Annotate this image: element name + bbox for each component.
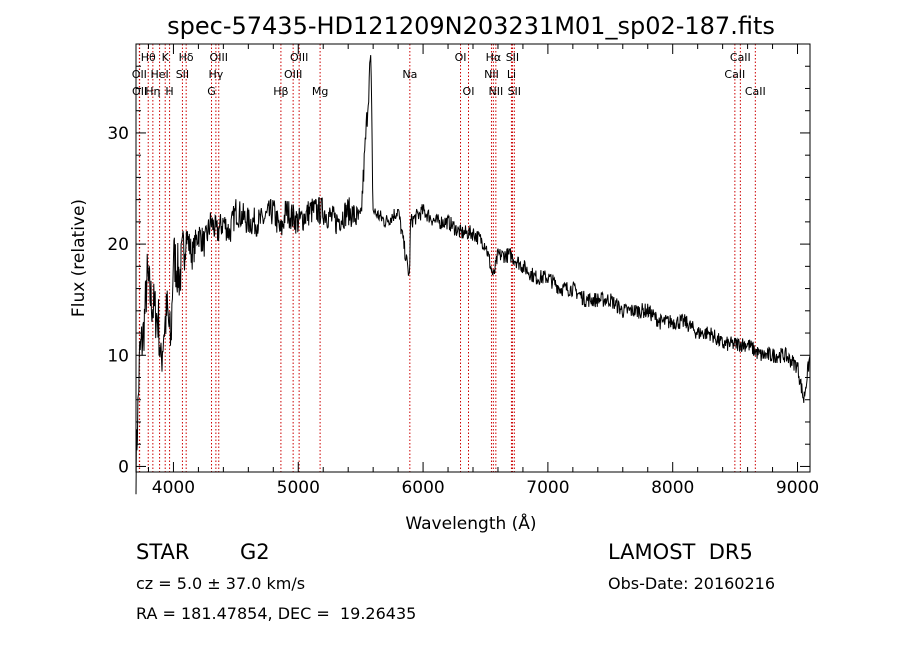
line-marker-label: CaII: [745, 85, 766, 98]
line-marker-label: SII: [506, 51, 519, 64]
line-marker-label: Li: [507, 68, 516, 81]
line-marker-label: OIII: [290, 51, 308, 64]
x-axis-label: Wavelength (Å): [405, 512, 536, 534]
x-tick-label: 6000: [401, 478, 444, 498]
object-subclass: G2: [240, 540, 270, 564]
object-class: STAR: [136, 540, 190, 564]
x-tick-label: 8000: [651, 478, 694, 498]
spectrum-line: [135, 55, 811, 495]
line-marker-label: G: [207, 85, 216, 98]
x-tick-label: 9000: [776, 478, 819, 498]
emission-line-markers: [138, 44, 756, 472]
line-marker-label: Na: [402, 68, 417, 81]
line-marker-label: HeI: [150, 68, 168, 81]
survey-label: LAMOST DR5: [608, 540, 753, 564]
y-tick-label: 0: [118, 457, 129, 477]
line-marker-label: SII: [176, 68, 189, 81]
line-marker-label: K: [162, 51, 170, 64]
y-tick-label: 10: [107, 346, 129, 366]
line-marker-label: NII: [488, 85, 503, 98]
line-marker-label: OI: [455, 51, 467, 64]
line-marker-label: Hγ: [208, 68, 223, 81]
line-marker-label: NII: [484, 68, 499, 81]
redshift-value: cz = 5.0 ± 37.0 km/s: [136, 574, 306, 593]
y-tick-label: 20: [107, 235, 129, 255]
x-tick-label: 5000: [277, 478, 320, 498]
line-marker-label: H: [165, 85, 173, 98]
x-tick-label: 7000: [526, 478, 569, 498]
chart-title: spec-57435-HD121209N203231M01_sp02-187.f…: [167, 12, 775, 40]
line-marker-label: Hδ: [179, 51, 194, 64]
line-marker-label: Hθ: [141, 51, 156, 64]
line-marker-label: SII: [508, 85, 521, 98]
y-tick-label: 30: [107, 124, 129, 144]
line-marker-label: Hβ: [273, 85, 288, 98]
y-axis-ticks: 0 10 20 30: [107, 65, 810, 477]
plot-frame: [135, 43, 811, 473]
line-marker-label: Hα: [486, 51, 502, 64]
coordinates: RA = 181.47854, DEC = 19.26435: [136, 604, 417, 623]
y-axis-label: Flux (relative): [69, 199, 89, 317]
line-marker-label: CaII: [724, 68, 745, 81]
line-marker-label: OII: [132, 68, 147, 81]
line-marker-label: Mg: [312, 85, 328, 98]
line-marker-label: OI: [463, 85, 475, 98]
observation-date: Obs-Date: 20160216: [608, 574, 776, 593]
x-tick-label: 4000: [152, 478, 195, 498]
x-axis-ticks: 4000 5000 6000 7000 8000 9000: [147, 44, 819, 498]
line-marker-label: OIII: [284, 68, 302, 81]
line-marker-label: Hη: [145, 85, 160, 98]
line-marker-label: CaII: [730, 51, 751, 64]
line-marker-label: OIII: [210, 51, 228, 64]
